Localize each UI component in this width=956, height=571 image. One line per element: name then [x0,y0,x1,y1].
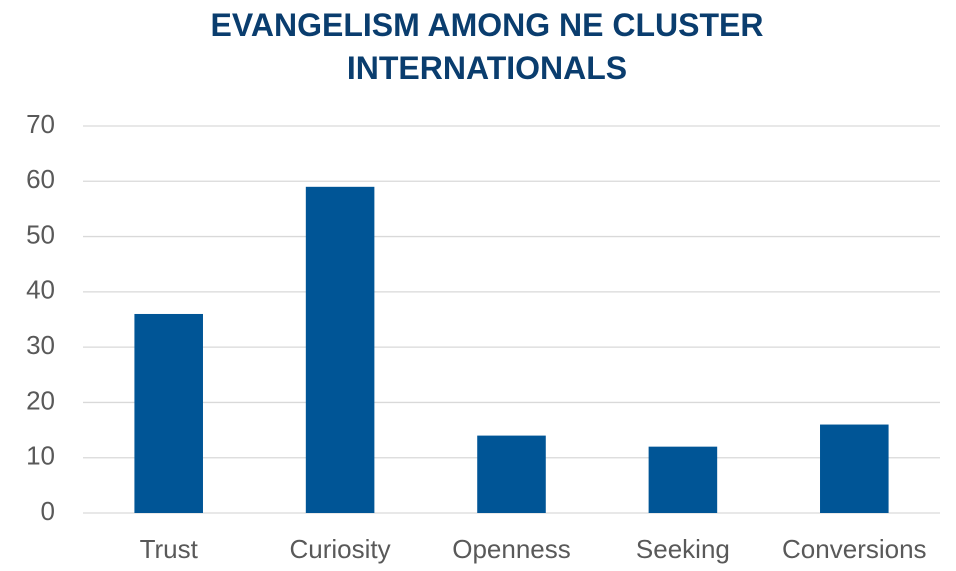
bar [134,313,203,513]
x-tick-label: Seeking [636,534,730,564]
y-tick-label: 70 [26,109,55,139]
y-tick-label: 60 [26,164,55,194]
y-tick-label: 0 [41,496,55,526]
x-tick-label: Openness [452,534,571,564]
y-tick-label: 30 [26,330,55,360]
bar [820,424,889,513]
x-tick-label: Trust [140,534,199,564]
y-tick-label: 10 [26,441,55,471]
y-tick-label: 50 [26,219,55,249]
bar [305,186,375,514]
bar [648,446,718,513]
x-tick-label: Curiosity [290,534,391,564]
y-tick-label: 40 [26,275,55,305]
y-tick-label: 20 [26,385,55,415]
bar [477,435,546,513]
chart-title: EVANGELISM AMONG NE CLUSTER INTERNATIONA… [210,7,764,86]
x-tick-label: Conversions [782,534,927,564]
